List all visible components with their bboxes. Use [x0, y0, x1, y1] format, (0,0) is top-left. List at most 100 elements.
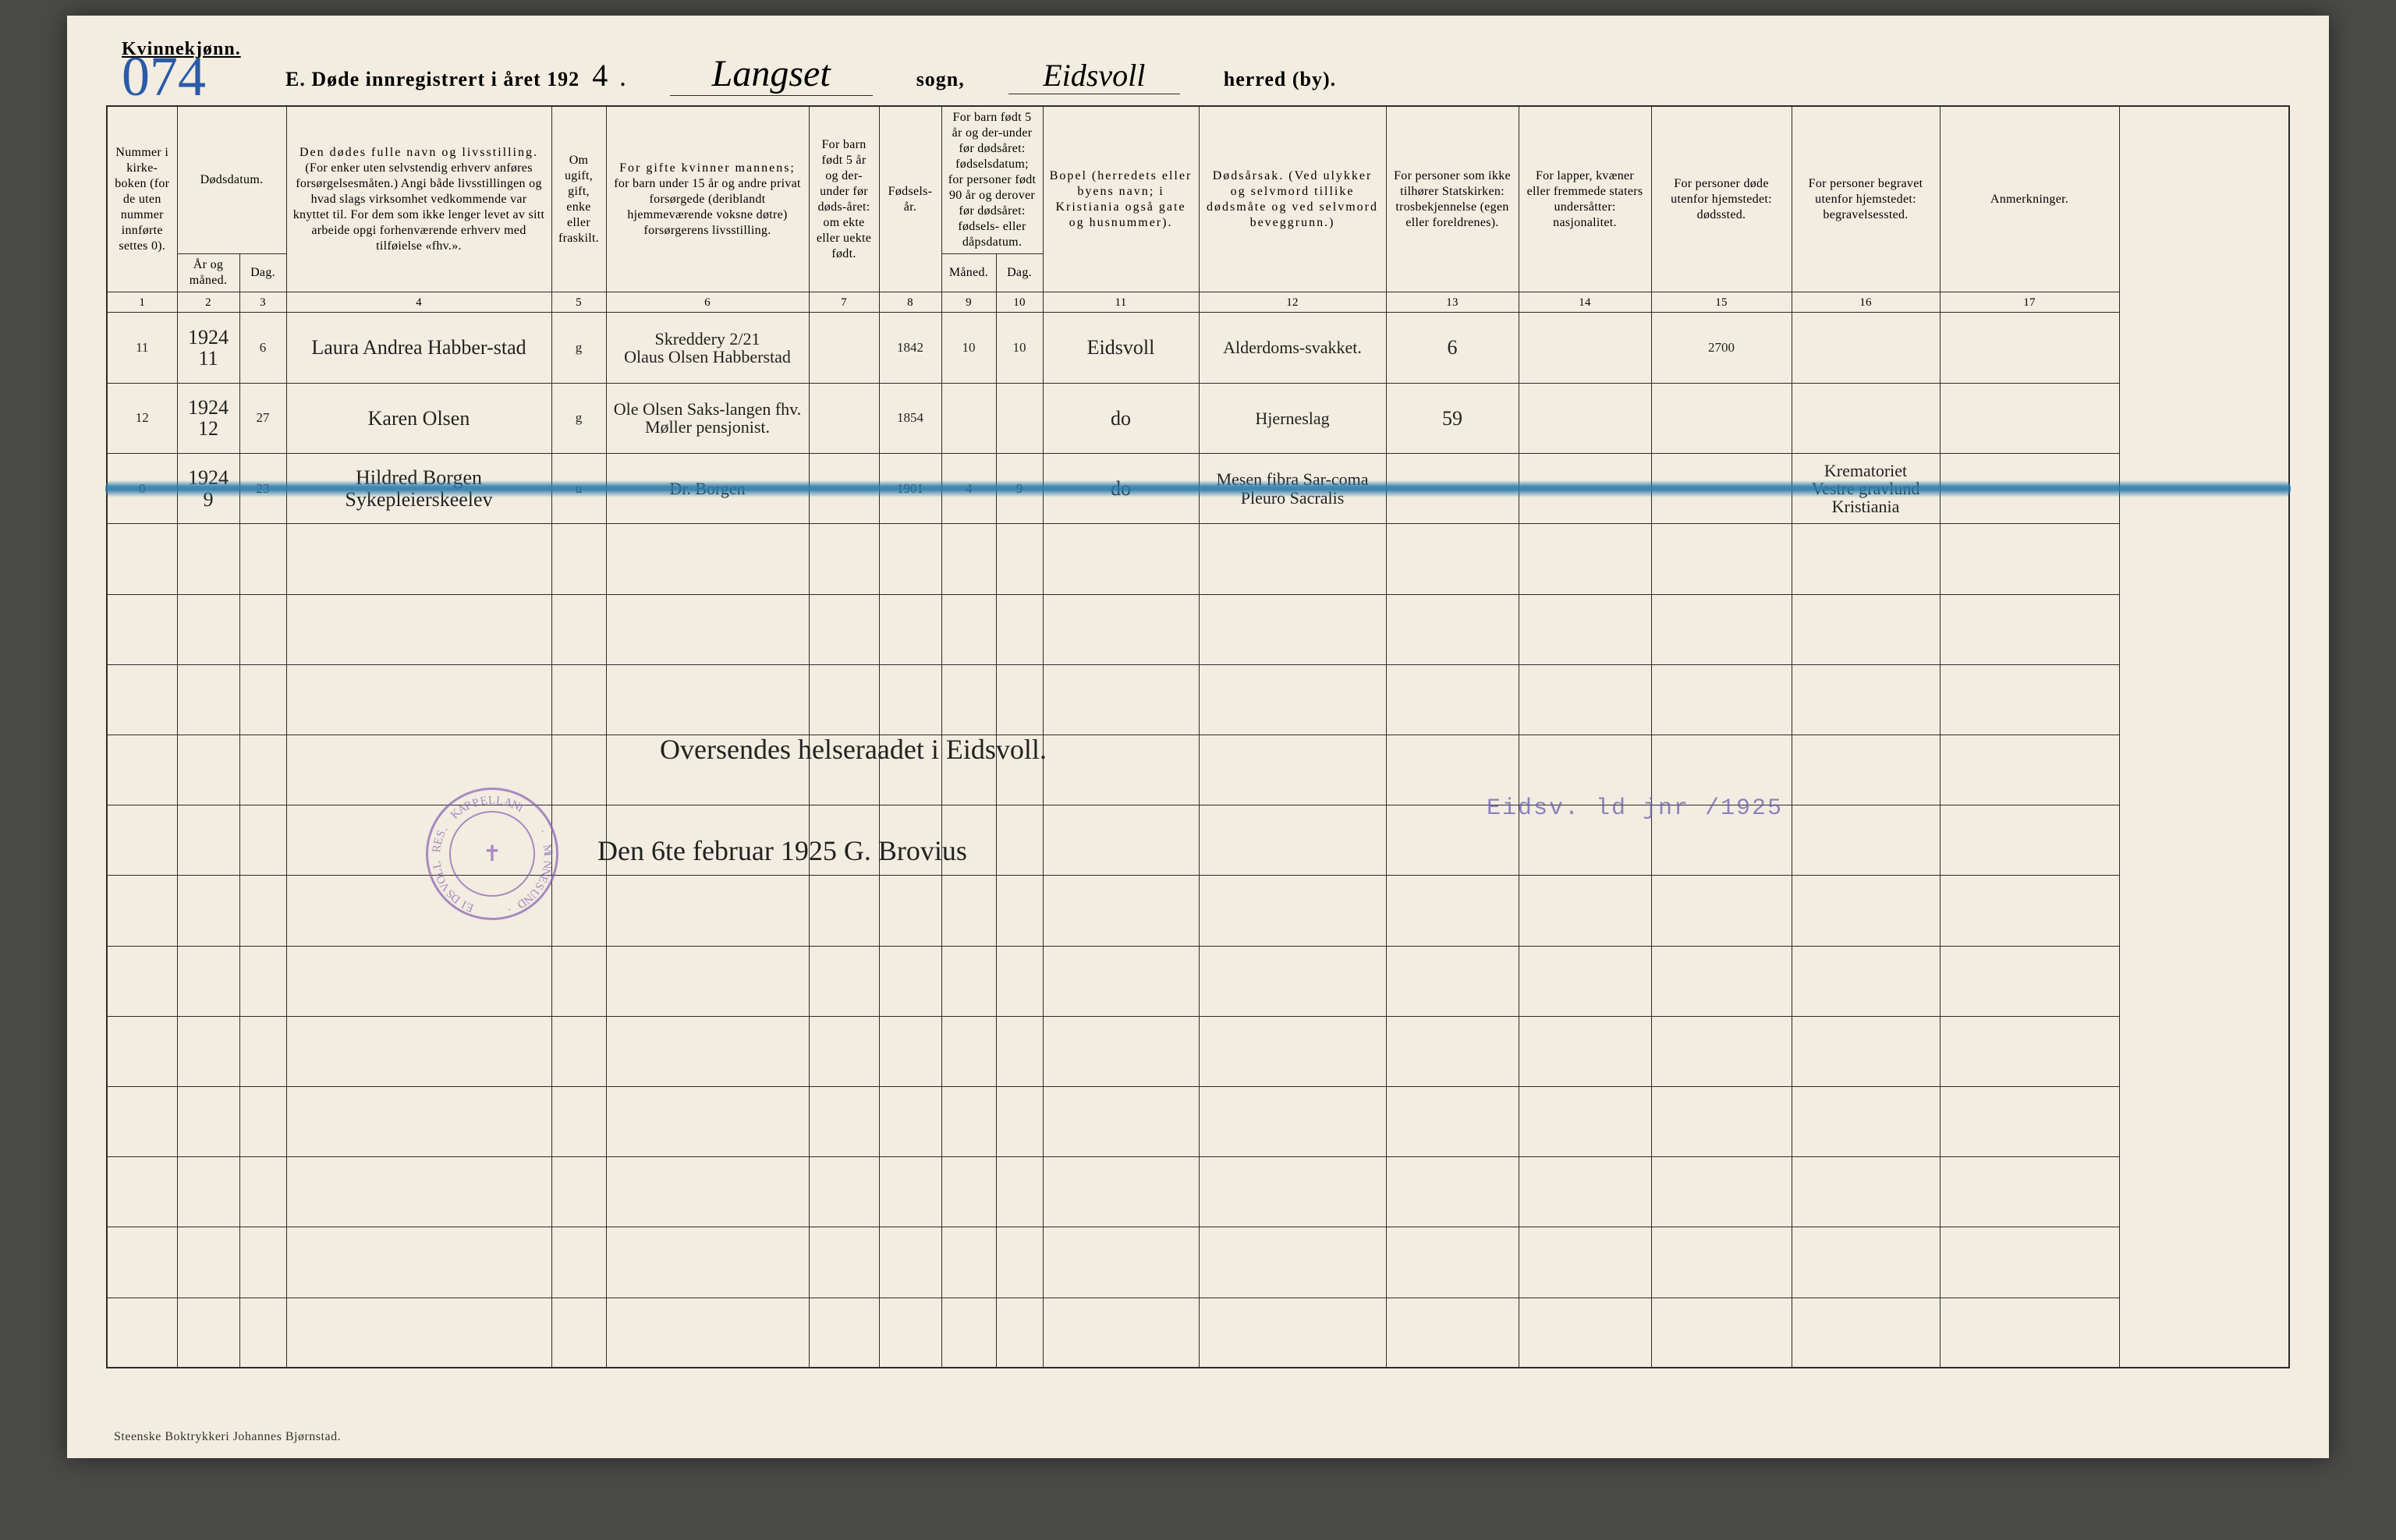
- cell-ym: 192411: [177, 313, 239, 383]
- cell-day: 6: [239, 313, 286, 383]
- col-12-head: Dødsårsak. (Ved ulykker og selvmord till…: [1199, 106, 1386, 292]
- empty-cell: [1043, 876, 1199, 946]
- empty-cell: [551, 1086, 606, 1156]
- empty-cell: [1792, 805, 1940, 876]
- cell-status: u: [551, 453, 606, 524]
- cell-c7: [809, 453, 879, 524]
- empty-cell: [1199, 1227, 1386, 1297]
- empty-cell: [239, 735, 286, 805]
- empty-cell: [996, 1016, 1043, 1086]
- empty-cell: [1043, 664, 1199, 735]
- empty-cell: [1386, 594, 1519, 664]
- cell-num: 0: [107, 453, 177, 524]
- colnum: 2: [177, 292, 239, 313]
- colnum: 7: [809, 292, 879, 313]
- empty-cell: [1043, 1086, 1199, 1156]
- colnum: 16: [1792, 292, 1940, 313]
- empty-cell: [1386, 876, 1519, 946]
- table-row-empty: [107, 594, 2289, 664]
- empty-cell: [879, 1016, 941, 1086]
- table-row-empty: [107, 1157, 2289, 1227]
- colnum: 8: [879, 292, 941, 313]
- empty-cell: [1043, 1227, 1199, 1297]
- empty-cell: [177, 524, 239, 594]
- empty-cell: [177, 1016, 239, 1086]
- empty-cell: [996, 876, 1043, 946]
- empty-cell: [286, 594, 551, 664]
- empty-cell: [107, 664, 177, 735]
- empty-cell: [1792, 735, 1940, 805]
- empty-cell: [239, 1086, 286, 1156]
- empty-cell: [1386, 1297, 1519, 1368]
- empty-cell: [239, 594, 286, 664]
- empty-cell: [107, 876, 177, 946]
- cell-c16: [1792, 383, 1940, 453]
- empty-cell: [551, 735, 606, 805]
- empty-cell: [177, 1227, 239, 1297]
- cell-spouse: Dr. Borgen: [606, 453, 809, 524]
- empty-cell: [286, 1227, 551, 1297]
- cell-day: 23: [239, 453, 286, 524]
- header-left: Kvinnekjønn. 074: [122, 39, 278, 96]
- col-6-desc: for barn under 15 år og andre privat for…: [611, 176, 804, 239]
- col-1-head: Nummer i kirke-boken (for de uten nummer…: [107, 106, 177, 292]
- empty-cell: [809, 1016, 879, 1086]
- empty-cell: [1043, 1157, 1199, 1227]
- empty-cell: [606, 1227, 809, 1297]
- empty-cell: [551, 524, 606, 594]
- empty-cell: [107, 946, 177, 1016]
- title-prefix: E. Døde innregistrert i året 192: [285, 68, 580, 91]
- col-13-head: For personer som ikke tilhører Statskirk…: [1386, 106, 1519, 292]
- cell-c17: [1940, 383, 2119, 453]
- empty-cell: [941, 946, 996, 1016]
- empty-cell: [1792, 1297, 1940, 1368]
- col-11-head: Bopel (herredets eller byens navn; i Kri…: [1043, 106, 1199, 292]
- empty-cell: [239, 1016, 286, 1086]
- col-8-head: Fødsels-år.: [879, 106, 941, 292]
- freehand-line-2: Den 6te februar 1925 G. Brovius: [597, 834, 967, 867]
- colnum: 12: [1199, 292, 1386, 313]
- empty-cell: [239, 876, 286, 946]
- empty-cell: [239, 1157, 286, 1227]
- empty-cell: [1043, 524, 1199, 594]
- cell-name: Laura Andrea Habber-stad: [286, 313, 551, 383]
- col-15-head: For personer døde utenfor hjemstedet: dø…: [1651, 106, 1792, 292]
- empty-cell: [177, 1157, 239, 1227]
- header-title: E. Døde innregistrert i året 1924. Langs…: [285, 52, 2274, 96]
- empty-cell: [177, 876, 239, 946]
- empty-cell: [1940, 1016, 2119, 1086]
- cell-c15: [1651, 383, 1792, 453]
- cell-cause: Hjerneslag: [1199, 383, 1386, 453]
- empty-cell: [809, 524, 879, 594]
- empty-cell: [996, 1297, 1043, 1368]
- col-7-head: For barn født 5 år og der-under før døds…: [809, 106, 879, 292]
- col-4-title: Den dødes fulle navn og livsstilling.: [292, 145, 547, 161]
- cell-cause: Mesen fibra Sar-coma Pleuro Sacralis: [1199, 453, 1386, 524]
- colnum: 5: [551, 292, 606, 313]
- col-14-head: For lapper, kvæner eller fremmede stater…: [1519, 106, 1651, 292]
- empty-cell: [996, 805, 1043, 876]
- empty-cell: [996, 524, 1043, 594]
- printer-footer: Steenske Boktrykkeri Johannes Bjørnstad.: [114, 1430, 341, 1444]
- year-suffix: 4: [592, 57, 608, 94]
- empty-cell: [1386, 1086, 1519, 1156]
- empty-cell: [1651, 664, 1792, 735]
- cell-born: 1854: [879, 383, 941, 453]
- head-row-1: Nummer i kirke-boken (for de uten nummer…: [107, 106, 2289, 254]
- empty-cell: [941, 664, 996, 735]
- empty-cell: [1199, 946, 1386, 1016]
- empty-cell: [941, 1227, 996, 1297]
- empty-cell: [239, 805, 286, 876]
- cell-cause: Alderdoms-svakket.: [1199, 313, 1386, 383]
- empty-cell: [1940, 1227, 2119, 1297]
- empty-cell: [941, 1016, 996, 1086]
- empty-cell: [879, 524, 941, 594]
- empty-cell: [1940, 805, 2119, 876]
- empty-cell: [1940, 524, 2119, 594]
- empty-cell: [177, 946, 239, 1016]
- freehand-line-1: Oversendes helseraadet i Eidsvoll.: [660, 733, 1047, 766]
- cell-born: 1901: [879, 453, 941, 524]
- empty-cell: [879, 946, 941, 1016]
- empty-cell: [1519, 1157, 1651, 1227]
- empty-cell: [809, 1297, 879, 1368]
